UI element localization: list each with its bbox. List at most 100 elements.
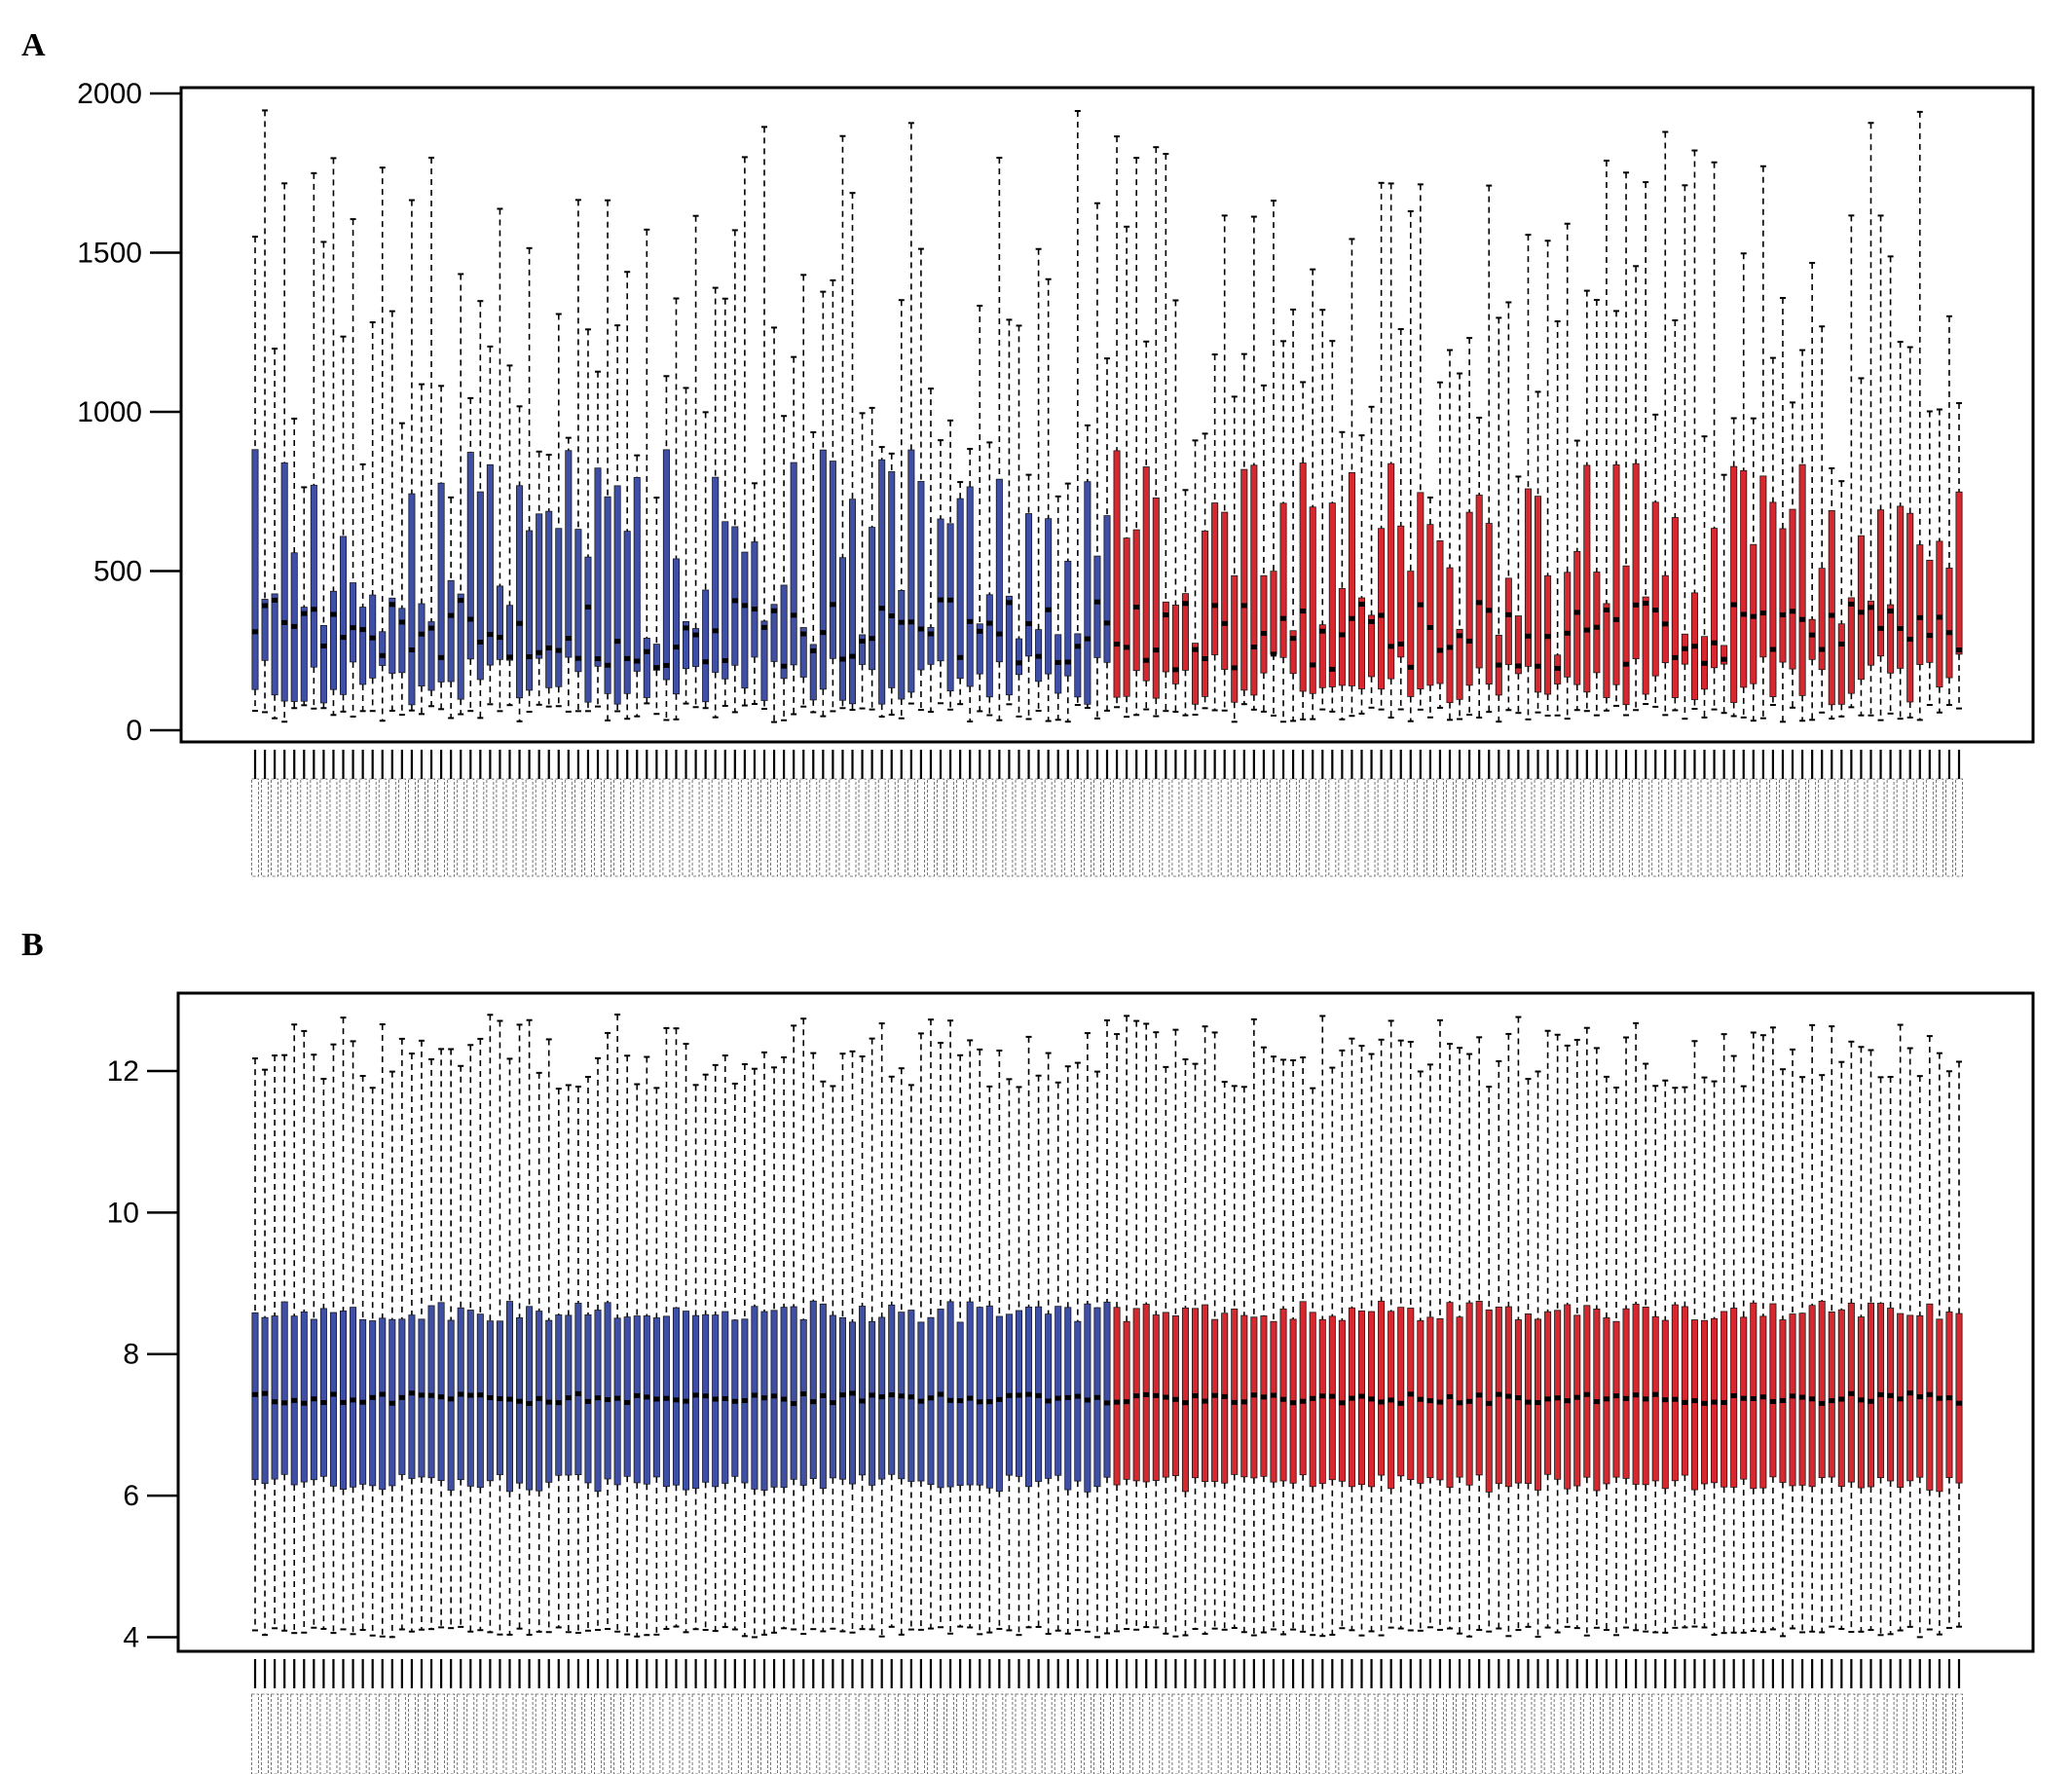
box-iqr — [799, 1318, 807, 1486]
box-iqr — [1485, 523, 1493, 685]
x-tick-label-glyphs — [1514, 778, 1523, 877]
box-median — [1417, 1396, 1424, 1402]
x-tick-label-glyphs — [1749, 778, 1758, 877]
box-iqr — [1808, 618, 1816, 660]
x-tick-label-glyphs — [1789, 778, 1796, 877]
sample-box — [1035, 247, 1043, 713]
sample-box — [907, 122, 915, 705]
box-median — [1250, 1392, 1257, 1398]
sample-box — [574, 199, 582, 713]
box-iqr — [300, 607, 308, 702]
x-tick-label-glyphs — [1945, 1693, 1953, 1774]
box-iqr — [760, 1311, 768, 1491]
x-tick-label-glyphs — [358, 1693, 367, 1774]
x-tick-label-glyphs — [525, 1693, 534, 1774]
sample-box — [1818, 1074, 1826, 1634]
box-iqr — [927, 1316, 935, 1485]
x-tick-label-glyphs — [271, 778, 279, 877]
box-median — [1652, 608, 1659, 613]
box-median — [1632, 1392, 1640, 1398]
box-iqr — [1887, 604, 1895, 674]
x-tick-label-glyphs — [1524, 778, 1533, 877]
sample-box — [1465, 337, 1473, 717]
box-median — [634, 1392, 641, 1398]
sample-box — [1936, 408, 1943, 714]
box-median — [1240, 1399, 1247, 1405]
x-tick-label-glyphs — [1299, 1693, 1308, 1774]
x-tick-label-glyphs — [1465, 1693, 1474, 1774]
sample-box — [1818, 325, 1826, 714]
x-tick-label-glyphs — [457, 778, 465, 877]
sample-box — [271, 1054, 278, 1630]
sample-box — [1583, 1026, 1591, 1637]
x-tick-label-glyphs — [701, 778, 710, 877]
box-median — [1593, 624, 1600, 630]
x-tick-label-glyphs — [1348, 778, 1356, 877]
x-tick-label-glyphs — [995, 778, 1004, 877]
box-iqr — [888, 1304, 896, 1475]
sample-box — [350, 218, 357, 718]
box-iqr — [1191, 1308, 1200, 1479]
sample-box — [1612, 310, 1620, 707]
box-iqr — [1289, 630, 1297, 675]
sample-box — [1711, 1080, 1719, 1637]
sample-box — [1064, 482, 1072, 723]
sample-box — [604, 199, 611, 721]
x-tick-label-glyphs — [408, 1693, 416, 1774]
sample-box — [1368, 1053, 1376, 1633]
x-tick-label-glyphs — [1387, 778, 1395, 877]
box-iqr — [457, 593, 464, 700]
box-median — [1798, 1394, 1806, 1400]
box-median — [830, 602, 836, 608]
sample-box — [1270, 200, 1277, 717]
x-tick-label-glyphs — [408, 778, 416, 877]
sample-box — [486, 1014, 494, 1634]
box-iqr — [1436, 1318, 1444, 1481]
box-iqr — [1465, 1302, 1473, 1486]
box-iqr — [623, 1316, 631, 1477]
sample-box — [1750, 1031, 1758, 1633]
box-median — [1858, 1397, 1865, 1403]
sample-box — [1015, 1086, 1023, 1637]
x-tick-label-glyphs — [300, 778, 309, 877]
x-tick-label-glyphs — [584, 778, 592, 877]
sample-box — [1348, 1037, 1355, 1632]
box-iqr — [1936, 1318, 1943, 1493]
box-iqr — [1397, 1307, 1405, 1477]
box-median — [1759, 610, 1766, 616]
sample-box — [1211, 353, 1219, 712]
sample-box — [1054, 495, 1062, 721]
box-iqr — [418, 603, 426, 687]
box-iqr — [1299, 462, 1307, 692]
x-tick-label-glyphs — [1475, 778, 1484, 877]
box-iqr — [1465, 511, 1473, 686]
x-tick-label-glyphs — [1416, 1693, 1424, 1774]
box-median — [311, 607, 317, 612]
x-tick-label-glyphs — [1289, 778, 1297, 877]
x-tick-label-glyphs — [1896, 778, 1905, 877]
sample-box — [1661, 1079, 1669, 1634]
x-tick-label-glyphs — [1132, 778, 1141, 877]
box-iqr — [1877, 1303, 1885, 1479]
box-median — [584, 604, 592, 610]
box-median — [839, 1392, 846, 1398]
x-tick-label-glyphs — [838, 778, 847, 877]
box-median — [1603, 607, 1610, 612]
box-iqr — [1740, 469, 1748, 688]
x-tick-label-glyphs — [349, 778, 357, 877]
sample-box — [1622, 171, 1630, 717]
sample-box — [457, 1064, 464, 1628]
box-median — [1505, 1393, 1512, 1399]
sample-box — [633, 1083, 641, 1638]
box-median — [418, 631, 426, 637]
box-median — [565, 636, 572, 642]
y-tick-label: 8 — [123, 1339, 139, 1371]
box-median — [1221, 1393, 1228, 1399]
sample-box — [878, 1022, 886, 1638]
sample-box — [1270, 1055, 1277, 1631]
x-tick-label-glyphs — [1044, 1693, 1053, 1774]
x-tick-label-glyphs — [1456, 1693, 1463, 1774]
sample-box — [1554, 320, 1562, 717]
box-median — [301, 610, 308, 616]
x-tick-label-glyphs — [1328, 1693, 1337, 1774]
